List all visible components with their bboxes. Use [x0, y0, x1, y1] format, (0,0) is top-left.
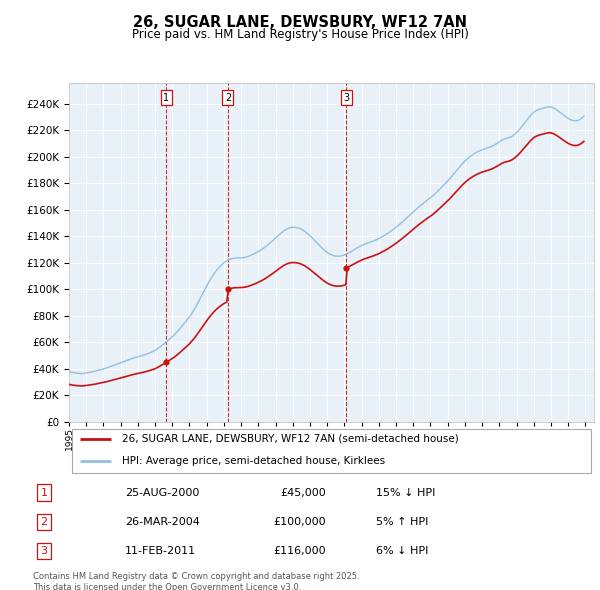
Text: 26, SUGAR LANE, DEWSBURY, WF12 7AN (semi-detached house): 26, SUGAR LANE, DEWSBURY, WF12 7AN (semi… — [121, 434, 458, 444]
Text: 1: 1 — [40, 487, 47, 497]
Text: 25-AUG-2000: 25-AUG-2000 — [125, 487, 199, 497]
Text: 1: 1 — [163, 93, 169, 103]
Text: £116,000: £116,000 — [273, 546, 326, 556]
Text: 5% ↑ HPI: 5% ↑ HPI — [376, 517, 428, 527]
Text: 2: 2 — [40, 517, 47, 527]
Text: HPI: Average price, semi-detached house, Kirklees: HPI: Average price, semi-detached house,… — [121, 457, 385, 467]
Text: 11-FEB-2011: 11-FEB-2011 — [125, 546, 196, 556]
FancyBboxPatch shape — [71, 428, 592, 473]
Text: 3: 3 — [343, 93, 350, 103]
Text: 6% ↓ HPI: 6% ↓ HPI — [376, 546, 428, 556]
Text: £45,000: £45,000 — [280, 487, 326, 497]
Text: Contains HM Land Registry data © Crown copyright and database right 2025.
This d: Contains HM Land Registry data © Crown c… — [33, 572, 359, 590]
Text: 15% ↓ HPI: 15% ↓ HPI — [376, 487, 436, 497]
Text: £100,000: £100,000 — [273, 517, 326, 527]
Text: 3: 3 — [40, 546, 47, 556]
Text: Price paid vs. HM Land Registry's House Price Index (HPI): Price paid vs. HM Land Registry's House … — [131, 28, 469, 41]
Text: 26, SUGAR LANE, DEWSBURY, WF12 7AN: 26, SUGAR LANE, DEWSBURY, WF12 7AN — [133, 15, 467, 30]
Text: 2: 2 — [225, 93, 231, 103]
Text: 26-MAR-2004: 26-MAR-2004 — [125, 517, 200, 527]
